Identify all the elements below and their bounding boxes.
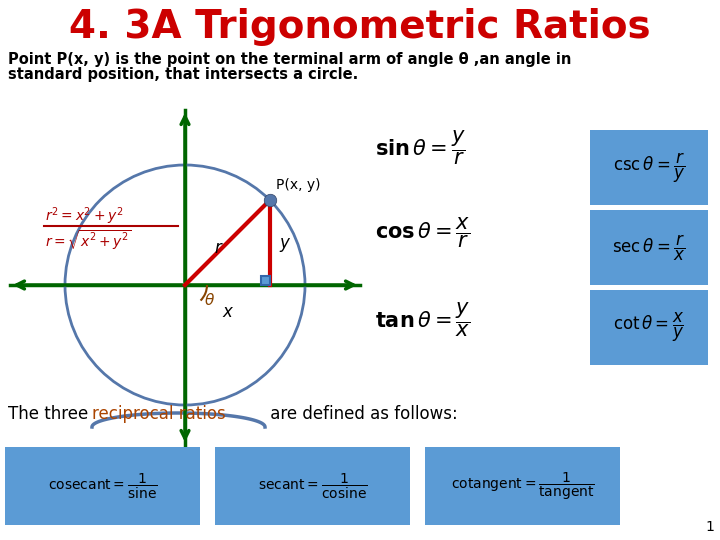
Text: $\mathbf{cos}\,\theta = \dfrac{x}{r}$: $\mathbf{cos}\,\theta = \dfrac{x}{r}$ [375, 215, 470, 249]
Text: reciprocal ratios: reciprocal ratios [92, 405, 226, 423]
Text: standard position, that intersects a circle.: standard position, that intersects a cir… [8, 67, 359, 82]
FancyBboxPatch shape [425, 447, 620, 525]
Text: r: r [214, 239, 221, 256]
FancyBboxPatch shape [590, 210, 708, 285]
FancyBboxPatch shape [590, 290, 708, 365]
FancyBboxPatch shape [5, 447, 200, 525]
Text: $\mathrm{cosecant} = \dfrac{1}{\mathrm{sine}}$: $\mathrm{cosecant} = \dfrac{1}{\mathrm{s… [48, 471, 158, 501]
Text: are defined as follows:: are defined as follows: [265, 405, 458, 423]
Text: P(x, y): P(x, y) [276, 178, 320, 192]
Text: $\sec\theta = \dfrac{r}{x}$: $\sec\theta = \dfrac{r}{x}$ [612, 232, 685, 262]
Text: The three: The three [8, 405, 94, 423]
Text: θ: θ [205, 293, 215, 308]
FancyBboxPatch shape [590, 130, 708, 205]
FancyBboxPatch shape [215, 447, 410, 525]
Text: y: y [280, 234, 289, 252]
Text: $r^2 = x^2 + y^2$: $r^2 = x^2 + y^2$ [45, 205, 124, 227]
Text: $r = \sqrt{x^2 + y^2}$: $r = \sqrt{x^2 + y^2}$ [45, 228, 132, 252]
Text: $\cot\theta = \dfrac{x}{y}$: $\cot\theta = \dfrac{x}{y}$ [613, 311, 685, 344]
Text: 4. 3A Trigonometric Ratios: 4. 3A Trigonometric Ratios [69, 8, 651, 46]
Text: $\mathbf{tan}\,\theta = \dfrac{y}{x}$: $\mathbf{tan}\,\theta = \dfrac{y}{x}$ [375, 300, 470, 339]
Text: Point P(x, y) is the point on the terminal arm of angle θ ,an angle in: Point P(x, y) is the point on the termin… [8, 52, 572, 67]
Text: 1: 1 [705, 520, 714, 534]
Text: x: x [222, 303, 233, 321]
Text: $\mathrm{cotangent} = \dfrac{1}{\mathrm{tangent}}$: $\mathrm{cotangent} = \dfrac{1}{\mathrm{… [451, 470, 595, 502]
Bar [261, 276, 270, 285]
Text: $\mathrm{secant} = \dfrac{1}{\mathrm{cosine}}$: $\mathrm{secant} = \dfrac{1}{\mathrm{cos… [258, 471, 367, 501]
Text: $\mathbf{sin}\,\theta = \dfrac{y}{r}$: $\mathbf{sin}\,\theta = \dfrac{y}{r}$ [375, 128, 466, 166]
Text: $\csc\theta = \dfrac{r}{y}$: $\csc\theta = \dfrac{r}{y}$ [613, 151, 685, 185]
